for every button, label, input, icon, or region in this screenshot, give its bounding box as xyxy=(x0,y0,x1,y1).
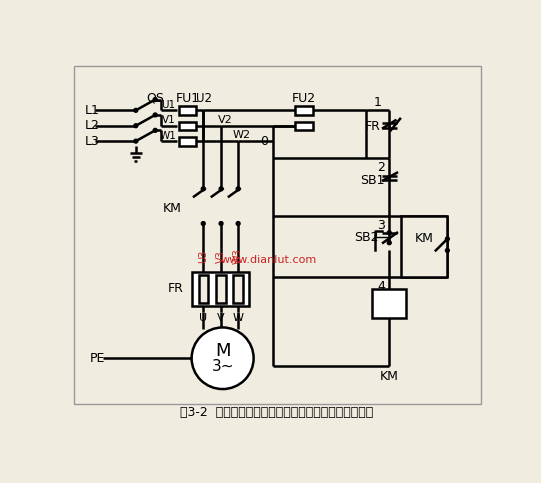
Text: 3~: 3~ xyxy=(212,359,234,374)
Text: V1: V1 xyxy=(162,115,175,125)
Circle shape xyxy=(219,187,223,191)
Bar xyxy=(179,137,196,146)
Bar xyxy=(372,289,406,318)
Text: 1: 1 xyxy=(374,96,381,109)
Text: 2: 2 xyxy=(378,161,385,174)
Circle shape xyxy=(201,222,205,226)
Text: FU2: FU2 xyxy=(292,91,316,104)
Circle shape xyxy=(445,249,450,253)
Text: FU1: FU1 xyxy=(176,91,200,104)
Circle shape xyxy=(192,327,254,389)
Text: 4: 4 xyxy=(378,280,385,293)
Text: W2: W2 xyxy=(233,130,251,140)
Circle shape xyxy=(134,124,138,128)
Circle shape xyxy=(153,128,157,132)
Text: V2: V2 xyxy=(217,114,232,125)
Text: QS: QS xyxy=(146,91,164,104)
Text: U1: U1 xyxy=(161,100,175,110)
Bar xyxy=(295,106,313,115)
Text: L2: L2 xyxy=(85,119,100,132)
Bar xyxy=(193,272,249,306)
Circle shape xyxy=(134,108,138,112)
Circle shape xyxy=(153,98,157,101)
Text: PE: PE xyxy=(89,352,105,365)
Bar xyxy=(179,122,196,130)
Text: 图3-2  三相异步电动机的自锁正转控制线路电气原理图: 图3-2 三相异步电动机的自锁正转控制线路电气原理图 xyxy=(180,406,373,419)
Text: SB2: SB2 xyxy=(354,231,378,244)
Text: KM: KM xyxy=(415,232,433,245)
Circle shape xyxy=(387,241,391,245)
Text: V3: V3 xyxy=(216,250,226,263)
Bar xyxy=(401,216,447,277)
Circle shape xyxy=(387,231,391,235)
Text: U: U xyxy=(199,313,207,323)
Text: KM: KM xyxy=(163,201,182,214)
Text: KM: KM xyxy=(380,370,399,383)
Bar xyxy=(216,275,226,303)
Text: L1: L1 xyxy=(85,104,100,117)
Text: V: V xyxy=(217,313,225,323)
Text: W1: W1 xyxy=(160,131,177,141)
Text: U3: U3 xyxy=(198,250,208,263)
Text: 3: 3 xyxy=(378,218,385,231)
Circle shape xyxy=(236,222,240,226)
Text: M: M xyxy=(215,342,230,360)
Circle shape xyxy=(219,222,223,226)
Bar xyxy=(295,122,313,130)
Circle shape xyxy=(445,237,450,241)
Bar xyxy=(199,275,208,303)
Text: W: W xyxy=(233,313,243,323)
Text: www.dianlut.com: www.dianlut.com xyxy=(221,255,317,265)
Text: FR: FR xyxy=(364,120,380,133)
Text: L3: L3 xyxy=(85,135,100,148)
Bar xyxy=(179,106,196,115)
Circle shape xyxy=(153,113,157,117)
Text: U2: U2 xyxy=(196,91,212,104)
Circle shape xyxy=(201,187,205,191)
Circle shape xyxy=(134,139,138,143)
Text: SB1: SB1 xyxy=(360,174,385,187)
Bar xyxy=(234,275,243,303)
Text: 0: 0 xyxy=(260,135,268,148)
Circle shape xyxy=(236,187,240,191)
Text: W3: W3 xyxy=(233,249,243,265)
Text: FR: FR xyxy=(168,283,184,296)
